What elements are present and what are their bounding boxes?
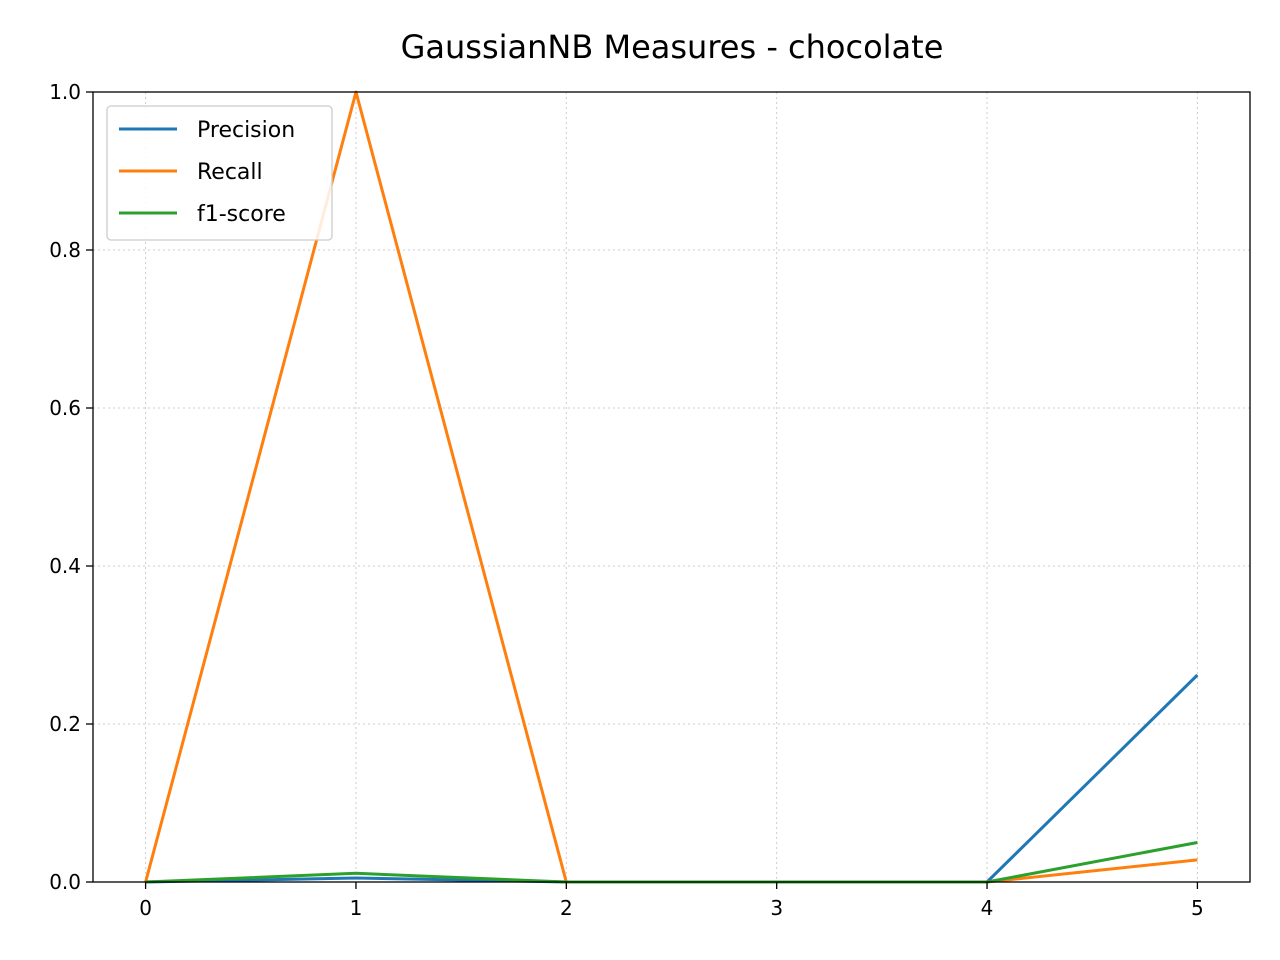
x-axis: 0 1 2 3 4 5 [139, 882, 1204, 920]
y-tick-label: 0.2 [49, 712, 81, 736]
legend-label: Recall [197, 160, 263, 185]
legend-label: f1-score [197, 202, 286, 227]
legend-box [106, 105, 333, 241]
y-tick-label: 0.4 [49, 554, 81, 578]
legend: Precision Recall f1-score [106, 105, 333, 241]
y-tick-label: 0.6 [49, 396, 81, 420]
x-tick-label: 0 [139, 896, 152, 920]
y-tick-label: 1.0 [49, 80, 81, 104]
chart-title: GaussianNB Measures - chocolate [401, 28, 944, 66]
y-tick-label: 0.0 [49, 870, 81, 894]
y-axis: 0.0 0.2 0.4 0.6 0.8 1.0 [49, 80, 93, 894]
x-tick-label: 3 [770, 896, 783, 920]
x-tick-label: 2 [560, 896, 573, 920]
y-tick-label: 0.8 [49, 238, 81, 262]
plot-frame [92, 91, 1251, 883]
legend-label: Precision [197, 118, 295, 143]
x-tick-label: 5 [1191, 896, 1204, 920]
x-tick-label: 1 [350, 896, 363, 920]
x-tick-label: 4 [981, 896, 994, 920]
